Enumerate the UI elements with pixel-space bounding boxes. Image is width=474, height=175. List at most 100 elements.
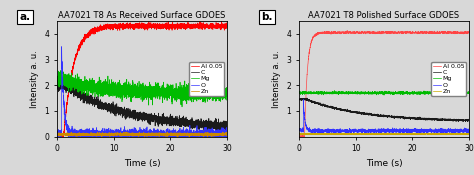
Al 0.05 [369,32,375,34]
Al 0.05 [463,32,469,34]
Al 0.05 [120,28,126,30]
C [221,125,227,127]
Zn [369,133,375,135]
Zn [326,133,332,135]
Al 0.05 [344,29,350,32]
O [369,130,375,132]
Line: Al 0.05: Al 0.05 [300,30,469,136]
Al 0.05 [221,24,227,26]
Mg [120,86,126,89]
Y-axis label: Intensity a. u.: Intensity a. u. [272,50,281,108]
Zn [142,135,147,138]
Mg [221,93,227,95]
O [331,133,337,135]
Line: C: C [57,81,228,132]
Zn [124,131,130,133]
Mg [381,94,387,96]
Zn [221,134,227,136]
O [225,135,230,138]
C [304,97,310,99]
Mg [332,90,337,92]
C [463,119,469,121]
Mg [326,92,332,94]
Text: a.: a. [19,12,30,22]
Mg [316,90,322,93]
Mg [84,85,90,87]
C [55,88,60,90]
C [369,113,375,115]
C [74,89,80,91]
C [326,105,332,107]
O [59,46,64,48]
Zn [384,132,390,134]
O [120,135,126,137]
Al 0.05 [225,25,230,27]
O [326,131,332,134]
C [316,102,322,104]
C [297,98,302,100]
Zn [316,133,322,135]
Mg [297,90,302,92]
Legend: Al 0.05, C, Mg, O, Zn: Al 0.05, C, Mg, O, Zn [190,62,224,96]
Mg [203,87,209,89]
Al 0.05 [445,31,450,33]
Al 0.05 [219,20,224,22]
C [127,116,133,118]
Zn [225,134,230,136]
Zn [362,133,367,135]
Zn [398,134,404,136]
O [55,135,61,138]
Al 0.05 [203,25,209,27]
O [127,131,133,133]
Y-axis label: Intensity a. u.: Intensity a. u. [30,50,39,108]
Zn [74,134,80,136]
X-axis label: Time (s): Time (s) [124,159,160,168]
Line: C: C [300,98,469,122]
X-axis label: Time (s): Time (s) [366,159,402,168]
Line: Zn: Zn [300,133,469,135]
C [203,123,209,125]
Mg [362,93,367,95]
Al 0.05 [316,32,322,34]
C [445,120,450,122]
C [362,113,367,115]
Al 0.05 [55,135,60,137]
Zn [84,133,90,135]
O [221,131,227,133]
Mg [55,83,60,85]
O [445,130,451,132]
C [120,108,126,110]
O [203,131,209,133]
Line: Zn: Zn [57,132,228,136]
C [225,128,230,130]
Mg [127,85,133,87]
Mg [225,90,230,92]
O [74,133,80,135]
Title: AA7021 T8 Polished Surface GDOES: AA7021 T8 Polished Surface GDOES [309,11,460,20]
Mg [369,92,375,94]
Zn [463,133,469,135]
Line: Al 0.05: Al 0.05 [57,21,228,136]
Zn [127,133,133,135]
Mg [463,92,469,94]
Al 0.05 [362,31,367,33]
Zn [120,133,126,135]
Mg [74,83,80,85]
Zn [445,133,451,135]
Al 0.05 [55,135,60,138]
Al 0.05 [326,32,332,34]
Zn [55,132,60,135]
Mg [179,106,185,108]
C [466,120,472,122]
O [55,131,60,133]
Line: O: O [300,100,469,134]
Mg [445,91,451,93]
C [84,103,90,105]
Line: O: O [57,47,228,136]
O [466,130,472,132]
C [55,80,61,82]
Zn [203,133,209,135]
Text: b.: b. [261,12,273,22]
Mg [58,69,64,72]
Mg [466,92,472,94]
